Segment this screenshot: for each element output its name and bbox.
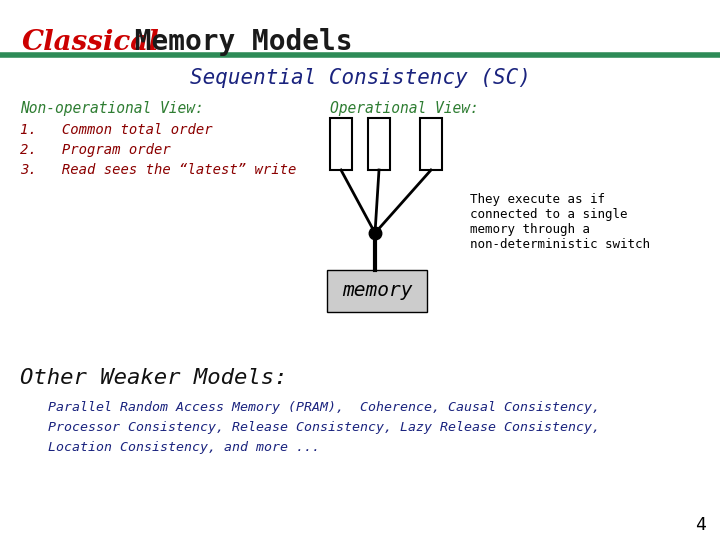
Text: They execute as if
connected to a single
memory through a
non-deterministic swit: They execute as if connected to a single…	[470, 193, 650, 251]
Text: Location Consistency, and more ...: Location Consistency, and more ...	[48, 441, 320, 454]
Bar	[368, 118, 390, 170]
Bar	[327, 270, 427, 312]
Bar	[330, 118, 352, 170]
Text: Processor Consistency, Release Consistency, Lazy Release Consistency,: Processor Consistency, Release Consisten…	[48, 421, 600, 434]
Text: Classical: Classical	[22, 29, 160, 56]
Text: Memory Models: Memory Models	[118, 28, 353, 56]
Text: Non-operational View:: Non-operational View:	[20, 100, 204, 116]
Text: memory: memory	[342, 281, 413, 300]
Text: 3.   Read sees the “latest” write: 3. Read sees the “latest” write	[20, 163, 297, 177]
Text: 1.   Common total order: 1. Common total order	[20, 123, 212, 137]
Text: Parallel Random Access Memory (PRAM),  Coherence, Causal Consistency,: Parallel Random Access Memory (PRAM), Co…	[48, 401, 600, 414]
Text: 2.   Program order: 2. Program order	[20, 143, 171, 157]
Text: Operational View:: Operational View:	[330, 100, 479, 116]
Text: 4: 4	[695, 516, 706, 534]
Bar	[420, 118, 442, 170]
Text: Other Weaker Models:: Other Weaker Models:	[20, 368, 287, 388]
Text: Sequential Consistency (SC): Sequential Consistency (SC)	[189, 68, 531, 88]
